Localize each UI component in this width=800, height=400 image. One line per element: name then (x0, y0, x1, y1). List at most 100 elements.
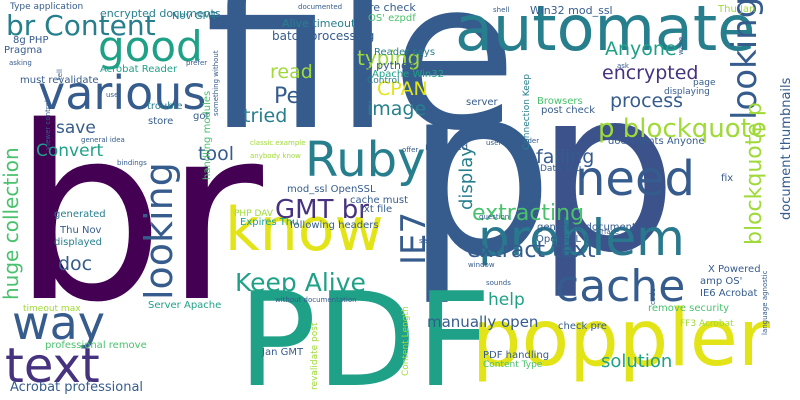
word-documented: documented (298, 3, 343, 11)
word-browsers: Browsers (537, 96, 583, 107)
word-page: page (693, 78, 716, 88)
word-br-content: br Content (6, 9, 156, 42)
word-shell: shell (493, 6, 510, 14)
word-good: good (98, 22, 203, 71)
word-must-revalidate: must revalidate (20, 75, 99, 86)
word-without-documentation: without documentation (275, 296, 357, 304)
word-displayed: displayed (54, 237, 103, 248)
word-control: Control (367, 76, 400, 86)
word-following-headers: following headers (290, 220, 379, 231)
word-extract-text: extract text (467, 238, 596, 263)
word-post-check: post check (541, 105, 596, 116)
word-use: use (106, 91, 119, 99)
word-8g-php: 8g PHP (13, 35, 49, 46)
word-acrobat-reader: Acrobat Reader (100, 64, 178, 75)
word-general-idea: general idea (81, 136, 125, 144)
word-win32-mod-ssl: Win32 mod_ssl (530, 4, 613, 17)
word-window: window (468, 261, 495, 269)
word-password: text (5, 338, 100, 394)
word-expires-thu: Expires Thu (240, 217, 299, 228)
word-anyone: Anyone (605, 38, 677, 60)
word-classic-example: classic example (250, 139, 306, 147)
word-openssl-8g: OpenSSL 8g (536, 234, 597, 245)
word-encrypted: encrypted (602, 62, 699, 84)
word-displaying: displaying (664, 87, 710, 97)
word-apache-win32: Apache Win32 (372, 69, 444, 80)
word-display: display (456, 146, 477, 210)
word-question: question (479, 213, 510, 221)
word-read: read (270, 61, 313, 83)
word-ask: ask (617, 62, 629, 70)
word-type-application: Type application (10, 2, 84, 12)
word-nov-gmt: Nov GMT (172, 11, 218, 22)
word-ruby: Ruby (305, 132, 426, 188)
word-server: server (466, 97, 498, 108)
word-encrypted-documents: encrypted documents (100, 7, 221, 20)
word-file: file (205, 0, 518, 176)
word-typing: typing (357, 46, 421, 70)
word-sounds: sounds (486, 279, 511, 287)
word-various: various (38, 66, 207, 120)
word-gmt-br: GMT br (275, 195, 369, 225)
word-need: need (575, 151, 695, 207)
word-process: process (610, 90, 684, 112)
word-user: user (486, 139, 502, 147)
word-code: code (649, 288, 657, 305)
word-pdf-handling: PDF handling (483, 350, 550, 361)
word-way: cache (555, 261, 686, 312)
word-document-thumbnails: document thumbnails (779, 77, 794, 220)
word-cache-must: cache must (350, 195, 409, 206)
word-prefer: prefer (186, 59, 208, 67)
word-asking: asking (9, 59, 32, 67)
word-cpan: CPAN (377, 78, 428, 100)
word-looking: way (12, 296, 106, 350)
word-x-powered: X Powered (708, 264, 761, 275)
word-txt-file: txt file (360, 204, 393, 215)
word-pre-check: pre check (362, 1, 416, 14)
word-php-dav: PHP DAV (234, 209, 273, 219)
word-convert: Convert (36, 141, 104, 161)
word-keep-alive: Keep Alive (235, 268, 366, 297)
word-documents-anyone: documents Anyone (608, 136, 705, 147)
word-bindings: bindings (117, 159, 147, 167)
word-anybody-know: anybody know (250, 152, 301, 160)
word-pdf: PDF (238, 264, 492, 400)
word-automate: automate (455, 0, 756, 65)
word-alive-timeout: Alive timeout (282, 17, 356, 30)
word-failing: failing (536, 146, 595, 168)
word-content-length: Content Length (401, 306, 411, 376)
word-batch-processing: batch processing (272, 29, 375, 43)
word-offer: offer (402, 146, 419, 154)
word-help: help (488, 290, 525, 310)
word-amp-os: amp OS' (700, 276, 743, 287)
word-generated: generated (54, 209, 106, 220)
word-render: render (516, 137, 540, 145)
word-doc: doc (58, 253, 93, 275)
word-trouble: trouble (147, 101, 183, 112)
word-acrobat-professional: Acrobat professional (10, 380, 144, 395)
word-professional-remove: professional remove (45, 340, 147, 351)
word-c-python: C python (365, 59, 415, 72)
word-poppler: poppler (472, 294, 770, 384)
word-got: got (193, 111, 210, 122)
word-select: select (419, 237, 440, 245)
word-cache: problem (478, 209, 685, 267)
word-br: br (12, 75, 264, 355)
word-manually-open: manually open (427, 313, 539, 331)
word-extracting: extracting (472, 201, 585, 226)
word-huge-collection: huge collection (0, 147, 23, 300)
word-returned: returned (425, 142, 469, 153)
word-save: save (56, 118, 96, 138)
word-p-blockquote: p blockquote (598, 114, 767, 144)
word-os-ezpdf: OS' ezpdf (368, 13, 416, 24)
word-thu-nov: Thu Nov (60, 225, 102, 236)
word-tried: tried (243, 105, 288, 127)
word-p-1: p (405, 36, 555, 309)
word-revalidate-post: revalidate post (310, 322, 320, 390)
word-surface: surface (593, 228, 619, 236)
word-timeout-max: timeout max (23, 304, 81, 314)
word-perl: Perl (274, 84, 316, 109)
word-date-thu: Date Thu (540, 164, 582, 174)
word-know: know (225, 195, 384, 265)
